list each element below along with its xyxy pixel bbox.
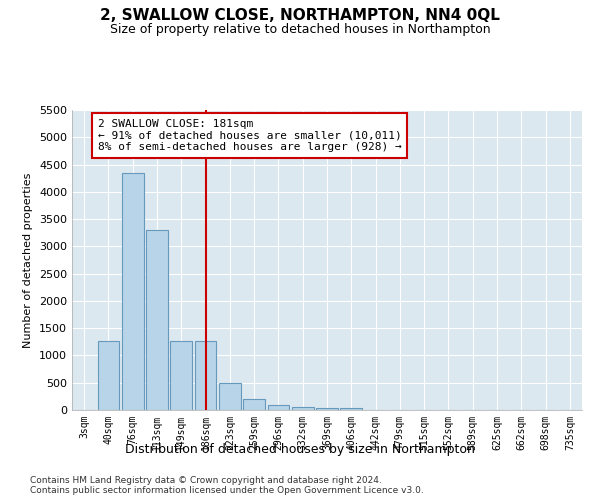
Text: 2 SWALLOW CLOSE: 181sqm
← 91% of detached houses are smaller (10,011)
8% of semi: 2 SWALLOW CLOSE: 181sqm ← 91% of detache…: [97, 119, 401, 152]
Bar: [97, 340, 119, 410]
Bar: [340, 408, 362, 410]
Bar: [219, 384, 241, 410]
Text: 2, SWALLOW CLOSE, NORTHAMPTON, NN4 0QL: 2, SWALLOW CLOSE, NORTHAMPTON, NN4 0QL: [100, 8, 500, 22]
Bar: [316, 408, 338, 410]
Bar: [243, 399, 265, 410]
Text: Distribution of detached houses by size in Northampton: Distribution of detached houses by size …: [125, 442, 475, 456]
Text: Size of property relative to detached houses in Northampton: Size of property relative to detached ho…: [110, 22, 490, 36]
Bar: [268, 404, 289, 410]
Text: Contains HM Land Registry data © Crown copyright and database right 2024.
Contai: Contains HM Land Registry data © Crown c…: [30, 476, 424, 495]
Y-axis label: Number of detached properties: Number of detached properties: [23, 172, 34, 348]
Bar: [292, 406, 314, 410]
Bar: [146, 230, 168, 410]
Bar: [194, 340, 217, 410]
Bar: [170, 340, 192, 410]
Bar: [122, 172, 143, 410]
